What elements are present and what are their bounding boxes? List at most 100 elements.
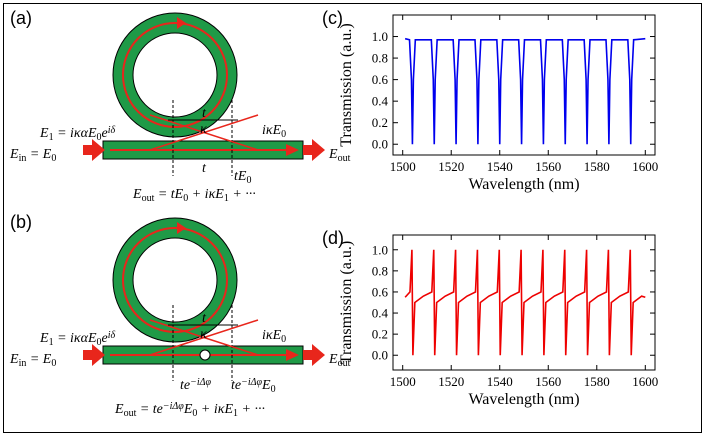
equation-part: E [39, 331, 49, 346]
equation-part: E [328, 352, 338, 367]
equation: Eout = tE0 + iκE1 + ··· [132, 187, 256, 204]
x-tick-label: 1560 [535, 159, 561, 174]
equation-part: + iκE [188, 187, 224, 202]
input-arrow [83, 344, 105, 366]
equation-part: 0 [281, 129, 286, 140]
equation-part: −iΔφ [190, 377, 211, 388]
y-tick-label: 1.0 [372, 29, 388, 44]
equation-part: + iκE [197, 402, 233, 417]
equation-part: 0 [281, 334, 286, 345]
x-tick-label: 1540 [487, 374, 513, 389]
plot-frame [392, 14, 656, 156]
ring-light [122, 227, 228, 333]
x-tick-label: 1500 [390, 159, 416, 174]
equation-part: in [19, 358, 27, 369]
equation-part: = tE [154, 187, 183, 202]
plot-frame [392, 234, 656, 371]
equation: Ein = E0 [9, 147, 56, 164]
y-tick-label: 0.6 [372, 284, 389, 299]
y-tick-label: 0.4 [372, 94, 389, 109]
ring-arrow [177, 222, 186, 234]
y-tick-label: 1.0 [372, 242, 388, 257]
equation-part: out [338, 153, 351, 164]
equation-part: 0 [51, 153, 56, 164]
label: t [202, 311, 207, 326]
panel-label: (b) [10, 212, 32, 232]
y-tick-label: 0.6 [372, 72, 389, 87]
equation-part: 0 [97, 337, 102, 348]
equation-part: out [124, 408, 137, 419]
equation-part: 0 [51, 358, 56, 369]
equation-part: iδ [108, 125, 116, 136]
equation-part: + ··· [229, 187, 256, 202]
equation: Ein = E0 [9, 352, 56, 369]
x-axis-label: Wavelength (nm) [468, 176, 579, 193]
x-tick-label: 1580 [584, 374, 610, 389]
equation-part: e [102, 331, 108, 346]
coupling-path [149, 114, 259, 151]
equation: Eout [328, 352, 351, 369]
equation-part: 0 [192, 408, 197, 419]
y-axis-label: Transmission (a.u.) [338, 23, 355, 146]
data-line [404, 37, 646, 145]
phase-shifter [199, 349, 211, 361]
equation-part: te [231, 378, 241, 393]
ring-edge [112, 217, 238, 343]
ring-edge [132, 237, 218, 323]
equation-part: = iκαE [54, 126, 97, 141]
label: κ [200, 327, 207, 342]
equation-part: iκE [262, 328, 282, 343]
label: t [202, 106, 207, 121]
equation-part: E [114, 402, 124, 417]
y-tick-label: 0.8 [372, 51, 388, 66]
equation-part: E [261, 378, 271, 393]
ring-arrow [177, 17, 186, 29]
equation: te−iΔφ [180, 377, 212, 394]
equation-part: E [328, 147, 338, 162]
x-tick-label: 1560 [535, 374, 561, 389]
waveguide-arrow [286, 144, 299, 156]
equation-part: in [19, 153, 27, 164]
x-tick-label: 1600 [632, 159, 658, 174]
x-tick-label: 1600 [632, 374, 658, 389]
equation: Eout [328, 147, 351, 164]
equation-part: 0 [183, 193, 188, 204]
y-tick-label: 0.2 [372, 327, 388, 342]
equation-part: E [132, 187, 142, 202]
y-tick-label: 0.4 [372, 306, 389, 321]
equation-part: te [180, 378, 190, 393]
waveguide-arrow [286, 349, 299, 361]
equation-part: out [142, 193, 155, 204]
x-tick-label: 1520 [438, 374, 464, 389]
ring-light [122, 22, 228, 128]
panel-label: (c) [322, 8, 343, 28]
equation-part: 1 [49, 337, 54, 348]
ring-edge [132, 32, 218, 118]
label: t [202, 161, 207, 176]
equation-part: = E [26, 147, 51, 162]
y-tick-label: 0.8 [372, 263, 388, 278]
equation-part: −iΔφ [163, 401, 184, 412]
figure-border [3, 3, 702, 433]
x-axis-label: Wavelength (nm) [468, 391, 579, 408]
equation: tE0 [234, 169, 251, 186]
panel-label: (d) [322, 228, 344, 248]
equation-part: = iκαE [54, 331, 97, 346]
equation-part: E [9, 352, 19, 367]
x-tick-label: 1580 [584, 159, 610, 174]
y-tick-label: 0.0 [372, 137, 388, 152]
equation-part: 0 [97, 132, 102, 143]
equation: Eout = te−iΔφE0 + iκE1 + ··· [114, 401, 265, 419]
equation-part: E [183, 402, 193, 417]
equation: te−iΔφE0 [231, 377, 276, 395]
equation-part: E [39, 126, 49, 141]
equation-part: E [9, 147, 19, 162]
equation: E1 = iκαE0eiδ [39, 125, 116, 143]
x-tick-label: 1540 [487, 159, 513, 174]
equation-part: out [338, 358, 351, 369]
equation-part: 1 [233, 408, 238, 419]
y-tick-label: 0.2 [372, 115, 388, 130]
label: κ [200, 122, 207, 137]
equation-part: iδ [108, 330, 116, 341]
